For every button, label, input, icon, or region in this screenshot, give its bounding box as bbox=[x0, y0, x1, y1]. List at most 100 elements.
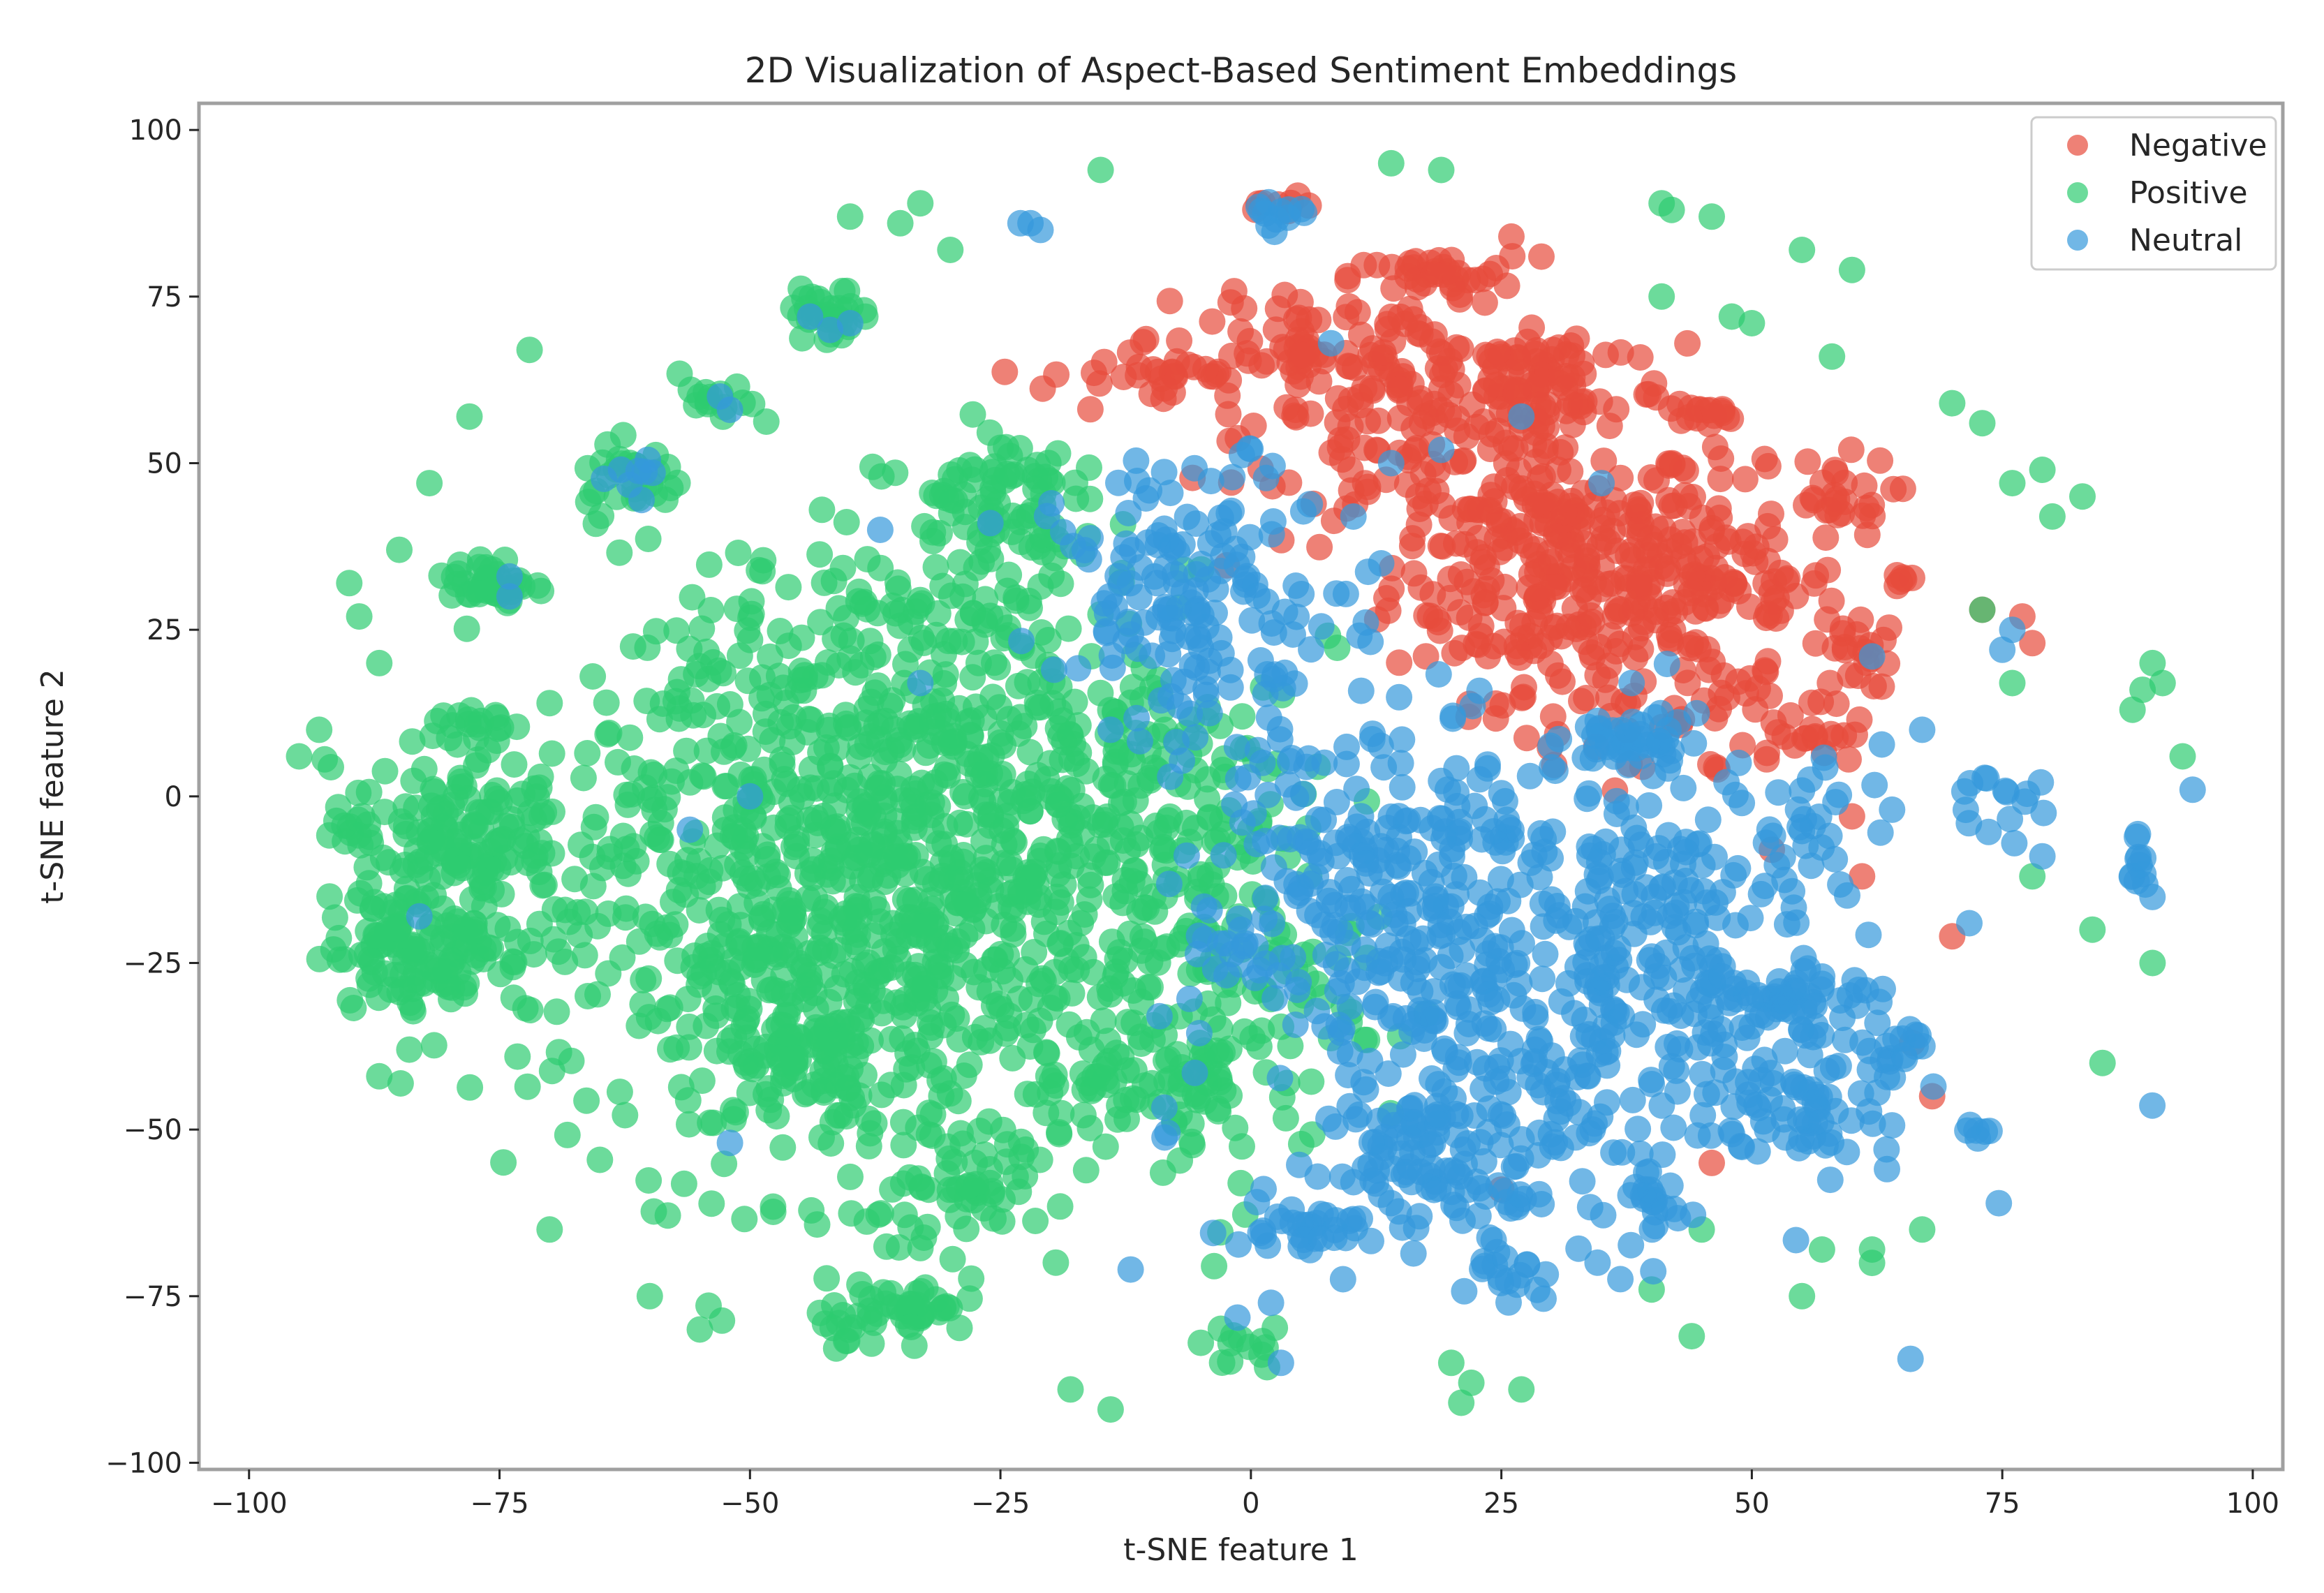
data-point bbox=[1474, 751, 1501, 778]
data-point bbox=[1323, 789, 1350, 815]
data-point bbox=[769, 751, 796, 778]
data-point bbox=[996, 1002, 1023, 1029]
data-point bbox=[1121, 857, 1148, 884]
data-point bbox=[1661, 598, 1689, 625]
data-point bbox=[859, 644, 887, 671]
data-point bbox=[1240, 413, 1267, 439]
data-point bbox=[1618, 669, 1645, 697]
data-point bbox=[1569, 1168, 1596, 1195]
data-point bbox=[1565, 1235, 1592, 1262]
data-point bbox=[416, 470, 443, 497]
data-point bbox=[1259, 508, 1287, 535]
data-point bbox=[1178, 1110, 1205, 1137]
data-point bbox=[1336, 353, 1363, 380]
data-point bbox=[709, 854, 736, 882]
data-point bbox=[1529, 965, 1556, 993]
data-point bbox=[417, 828, 443, 855]
data-point bbox=[593, 689, 620, 716]
data-point bbox=[1718, 303, 1745, 330]
data-point bbox=[1086, 984, 1113, 1011]
data-point bbox=[670, 1170, 697, 1197]
data-point bbox=[1624, 1116, 1652, 1143]
data-point bbox=[607, 456, 635, 483]
data-point bbox=[399, 728, 426, 755]
data-point bbox=[1738, 310, 1766, 336]
data-point bbox=[1368, 958, 1395, 985]
data-point bbox=[424, 957, 451, 984]
data-point bbox=[1725, 578, 1752, 605]
data-point bbox=[355, 778, 383, 806]
data-point bbox=[1394, 263, 1421, 290]
data-point bbox=[836, 203, 864, 230]
data-point bbox=[737, 783, 764, 810]
data-point bbox=[1540, 614, 1567, 641]
data-point bbox=[749, 664, 776, 691]
data-point bbox=[1529, 890, 1556, 917]
data-point bbox=[989, 761, 1016, 787]
data-point bbox=[754, 863, 781, 890]
data-point bbox=[449, 854, 476, 882]
data-point bbox=[1090, 348, 1118, 376]
data-point bbox=[1847, 1080, 1874, 1107]
data-point bbox=[1619, 1086, 1646, 1113]
data-point bbox=[1183, 561, 1210, 588]
data-point bbox=[609, 852, 637, 880]
data-point bbox=[1851, 472, 1878, 499]
data-point bbox=[1127, 1030, 1155, 1058]
data-point bbox=[969, 856, 996, 883]
data-point bbox=[688, 615, 716, 642]
data-point bbox=[1608, 836, 1635, 864]
data-point bbox=[1411, 859, 1438, 887]
data-point bbox=[753, 408, 780, 435]
data-point bbox=[953, 891, 980, 918]
data-point bbox=[387, 1070, 414, 1097]
data-point bbox=[1429, 533, 1456, 560]
data-point bbox=[1754, 1116, 1781, 1143]
data-point bbox=[1028, 965, 1056, 992]
data-point bbox=[1807, 1109, 1835, 1136]
data-point bbox=[953, 741, 980, 768]
data-point bbox=[584, 981, 611, 1008]
data-point bbox=[1068, 792, 1095, 820]
data-point bbox=[606, 539, 633, 566]
data-point bbox=[1228, 441, 1255, 468]
data-point bbox=[1722, 912, 1749, 939]
data-point bbox=[1127, 988, 1155, 1016]
data-point bbox=[1358, 1129, 1385, 1156]
data-point bbox=[1340, 1206, 1367, 1233]
data-point bbox=[420, 1032, 447, 1059]
data-point bbox=[999, 827, 1026, 854]
data-point bbox=[1449, 448, 1476, 475]
data-point bbox=[1276, 748, 1303, 775]
data-point bbox=[993, 434, 1020, 461]
data-point bbox=[640, 1198, 667, 1225]
data-point bbox=[1076, 454, 1102, 481]
x-tick-label: 50 bbox=[1734, 1488, 1770, 1520]
data-point bbox=[457, 1074, 484, 1101]
data-point bbox=[1065, 655, 1092, 682]
data-point bbox=[1650, 873, 1676, 901]
data-point bbox=[1231, 933, 1258, 960]
data-point bbox=[1419, 581, 1446, 608]
data-point bbox=[811, 1079, 838, 1106]
data-point bbox=[371, 757, 399, 785]
data-point bbox=[1277, 1032, 1304, 1060]
data-point bbox=[1719, 1120, 1746, 1148]
data-point bbox=[1387, 750, 1414, 777]
data-point bbox=[441, 905, 468, 932]
data-point bbox=[1087, 156, 1114, 184]
data-point bbox=[1822, 789, 1849, 816]
data-point bbox=[1747, 880, 1775, 907]
data-point bbox=[1250, 1217, 1277, 1244]
data-point bbox=[956, 1285, 983, 1312]
data-point bbox=[460, 833, 487, 861]
data-point bbox=[1636, 792, 1663, 819]
data-point bbox=[731, 1206, 758, 1233]
x-tick-label: 75 bbox=[1985, 1488, 2020, 1520]
data-point bbox=[1522, 535, 1549, 563]
data-point bbox=[1252, 884, 1279, 912]
data-point bbox=[1829, 620, 1856, 647]
data-point bbox=[939, 1245, 966, 1273]
data-point bbox=[891, 1201, 918, 1229]
data-point bbox=[400, 767, 427, 794]
